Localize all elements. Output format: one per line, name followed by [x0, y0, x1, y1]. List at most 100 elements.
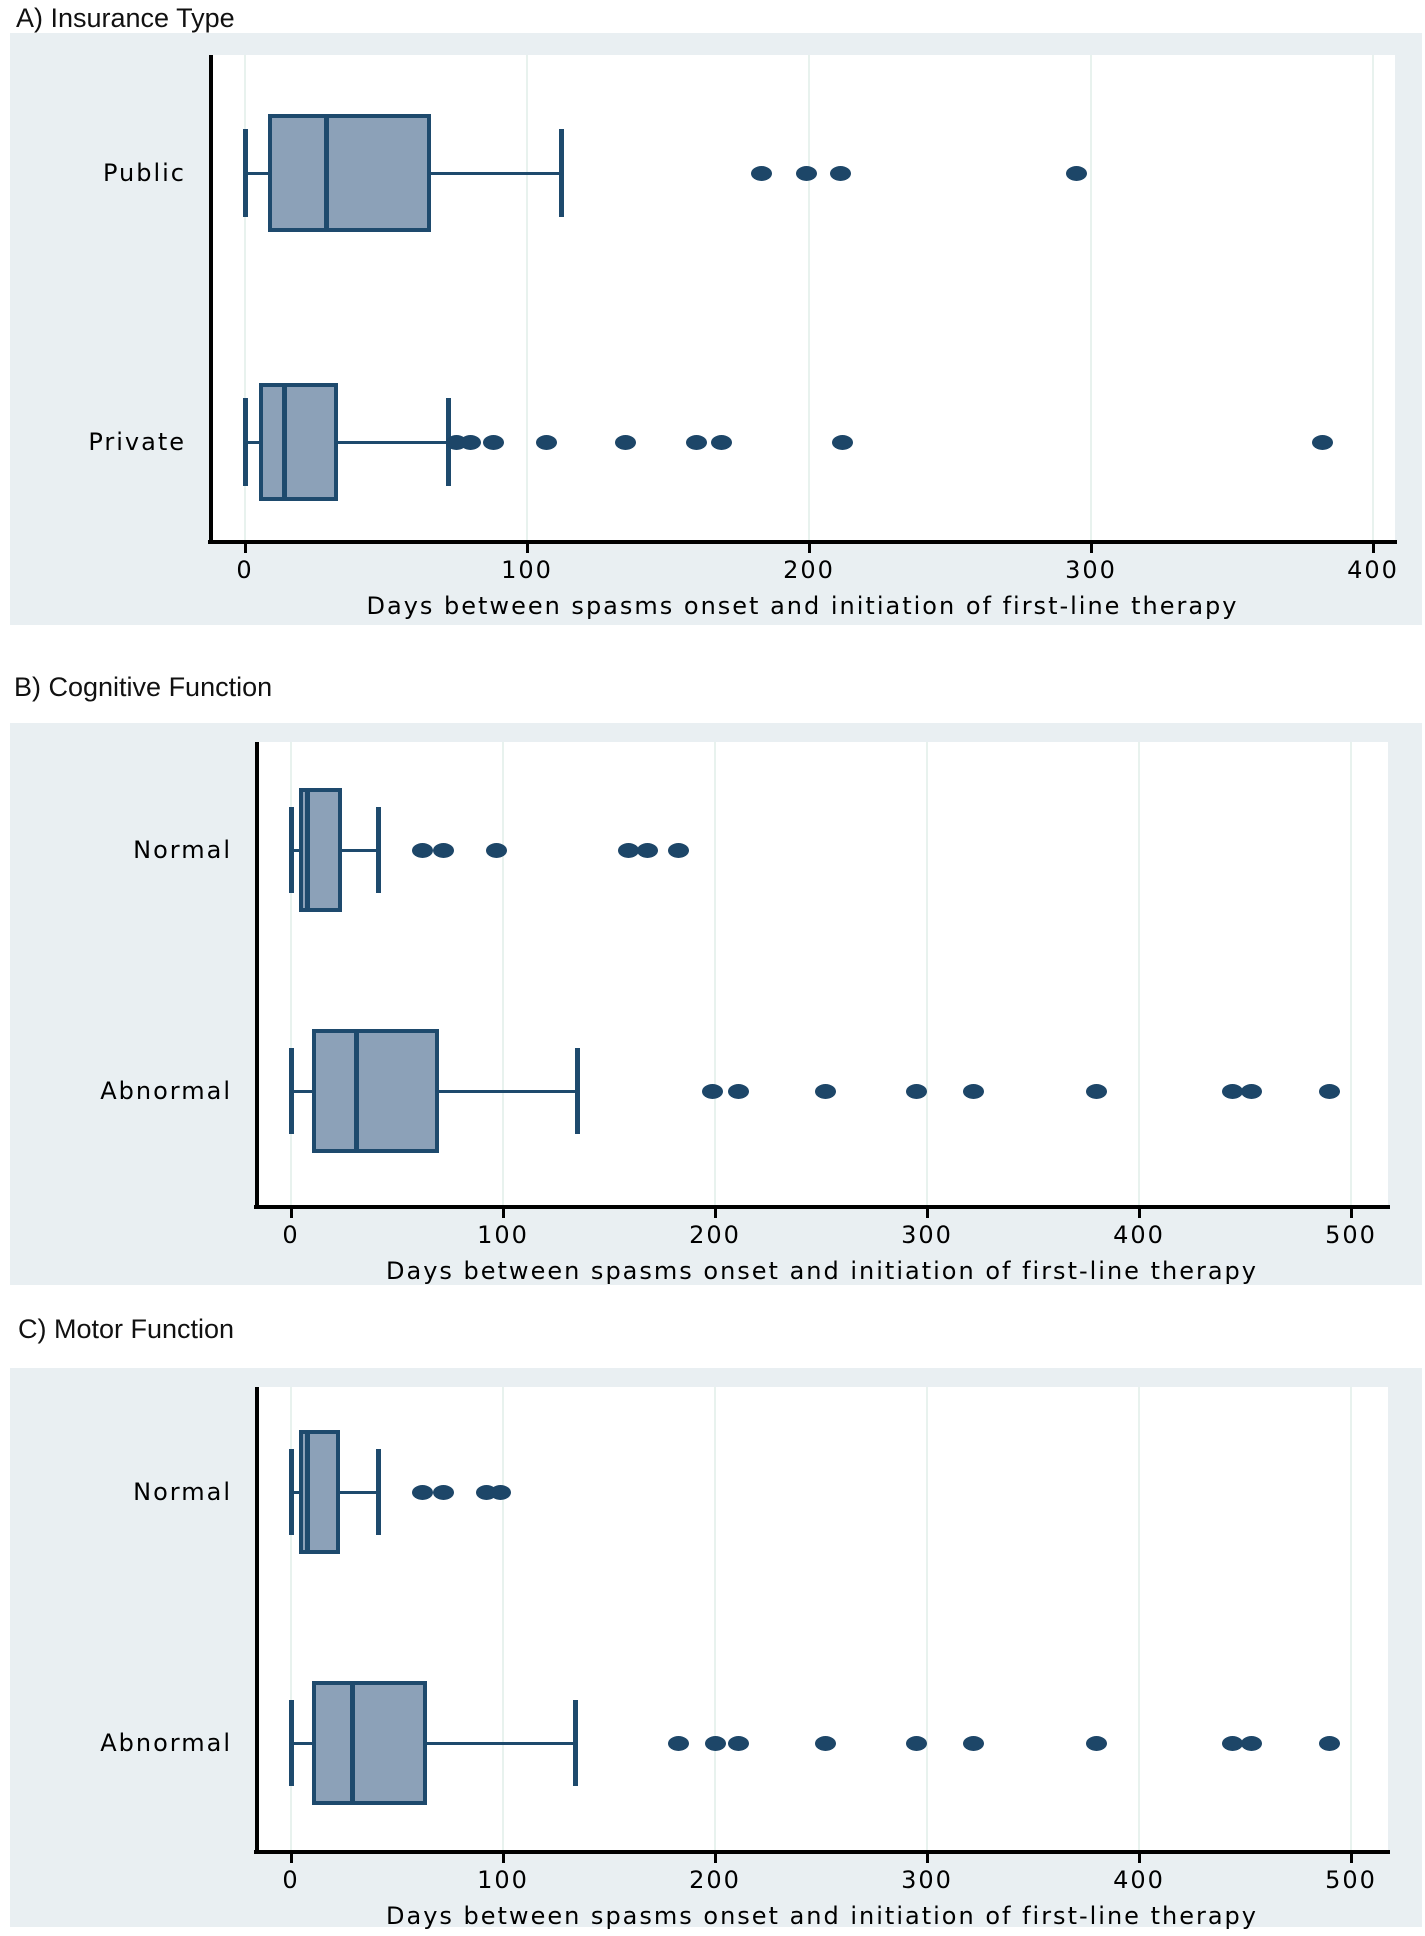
outlier-dot	[1319, 1735, 1341, 1751]
x-tick-label-200: 200	[783, 556, 835, 584]
panel-a-title: A) Insurance Type	[16, 3, 235, 33]
x-tick-200	[714, 1205, 717, 1218]
x-tick-label-0: 0	[236, 556, 254, 584]
median-line	[354, 1029, 360, 1153]
x-tick-300	[926, 1850, 929, 1863]
whisker-high	[426, 1741, 576, 1745]
outlier-dot	[685, 434, 707, 450]
outlier-dot	[1240, 1083, 1262, 1099]
whisker-cap-high	[558, 129, 564, 217]
x-tick-400	[1138, 1850, 1141, 1863]
x-tick-label-400: 400	[1347, 556, 1399, 584]
outlier-dot	[668, 842, 690, 858]
whisker-low	[291, 1490, 300, 1494]
panel-c-figure: Days between spasms onset and initiation…	[10, 1368, 1422, 1930]
outlier-dot	[668, 1735, 690, 1751]
gridline-0	[244, 55, 246, 540]
outlier-dot	[1066, 165, 1088, 181]
gridline-0	[290, 1387, 292, 1850]
x-tick-label-300: 300	[901, 1221, 953, 1249]
x-tick-label-400: 400	[1113, 1221, 1165, 1249]
outlier-dot	[963, 1083, 985, 1099]
panel-b-x-axis-label: Days between spasms onset and initiation…	[386, 1257, 1258, 1285]
panel-b-plot-area	[254, 742, 1390, 1209]
outlier-dot	[490, 1484, 512, 1500]
gridline-400	[1138, 742, 1140, 1205]
outlier-dot	[536, 434, 558, 450]
outlier-dot	[829, 165, 851, 181]
x-tick-label-100: 100	[477, 1221, 529, 1249]
x-tick-0	[244, 540, 247, 553]
whisker-low	[245, 171, 268, 175]
panel-c-plot-area	[254, 1387, 1390, 1854]
panel-c-title: C) Motor Function	[18, 1314, 235, 1344]
x-tick-label-500: 500	[1325, 1866, 1377, 1894]
whisker-high	[431, 171, 561, 175]
outlier-dot	[1086, 1083, 1108, 1099]
panel-a-figure: Days between spasms onset and initiation…	[10, 33, 1422, 625]
whisker-cap-high	[575, 1048, 581, 1134]
outlier-dot	[727, 1083, 749, 1099]
gridline-200	[714, 1387, 716, 1850]
y-axis-line	[255, 742, 259, 1205]
x-tick-label-300: 300	[1065, 556, 1117, 584]
outlier-dot	[704, 1735, 726, 1751]
whisker-cap-low	[289, 1048, 294, 1134]
x-axis-line	[208, 540, 1397, 544]
outlier-dot	[433, 1484, 455, 1500]
gridline-100	[502, 1387, 504, 1850]
gridline-200	[714, 742, 716, 1205]
whisker-cap-low	[243, 129, 248, 217]
outlier-dot	[1311, 434, 1333, 450]
row-label-normal: Normal	[133, 836, 232, 864]
row-label-normal: Normal	[133, 1478, 232, 1506]
whisker-cap-low	[289, 1449, 294, 1535]
box-abnormal	[312, 1029, 440, 1153]
gridline-500	[1350, 1387, 1352, 1850]
whisker-low	[291, 848, 300, 852]
x-tick-400	[1138, 1205, 1141, 1218]
outlier-dot	[411, 842, 433, 858]
whisker-low	[291, 1741, 313, 1745]
whisker-cap-high	[375, 1449, 381, 1535]
gridline-500	[1350, 742, 1352, 1205]
median-line	[305, 788, 311, 912]
whisker-high	[339, 1490, 378, 1494]
panel-b-figure: Days between spasms onset and initiation…	[10, 723, 1422, 1285]
y-axis-line	[209, 55, 213, 540]
x-tick-500	[1350, 1205, 1353, 1218]
x-tick-500	[1350, 1850, 1353, 1863]
x-tick-label-400: 400	[1113, 1866, 1165, 1894]
x-tick-label-500: 500	[1325, 1221, 1377, 1249]
whisker-cap-high	[375, 807, 381, 893]
whisker-high	[341, 848, 378, 852]
panel-a-plot-area	[208, 55, 1397, 544]
gridline-0	[290, 742, 292, 1205]
outlier-dot	[795, 165, 817, 181]
gridline-300	[926, 742, 928, 1205]
x-axis-line	[254, 1850, 1390, 1854]
panel-b-title: B) Cognitive Function	[14, 672, 273, 702]
panel-a-x-axis-label: Days between spasms onset and initiation…	[366, 592, 1239, 620]
x-tick-label-200: 200	[689, 1221, 741, 1249]
outlier-dot	[814, 1735, 836, 1751]
whisker-low	[291, 1089, 313, 1093]
x-tick-100	[502, 1850, 505, 1863]
median-line	[305, 1430, 311, 1554]
outlier-dot	[727, 1735, 749, 1751]
box-abnormal	[312, 1681, 427, 1805]
outlier-dot	[711, 434, 733, 450]
gridline-300	[1090, 55, 1092, 540]
whisker-high	[338, 440, 449, 444]
x-tick-100	[526, 540, 529, 553]
outlier-dot	[1086, 1735, 1108, 1751]
x-tick-0	[290, 1205, 293, 1218]
outlier-dot	[1221, 1735, 1243, 1751]
outlier-dot	[411, 1484, 433, 1500]
x-tick-200	[808, 540, 811, 553]
row-label-abnormal: Abnormal	[100, 1729, 232, 1757]
outlier-dot	[750, 165, 772, 181]
x-tick-200	[714, 1850, 717, 1863]
gridline-100	[526, 55, 528, 540]
outlier-dot	[433, 842, 455, 858]
